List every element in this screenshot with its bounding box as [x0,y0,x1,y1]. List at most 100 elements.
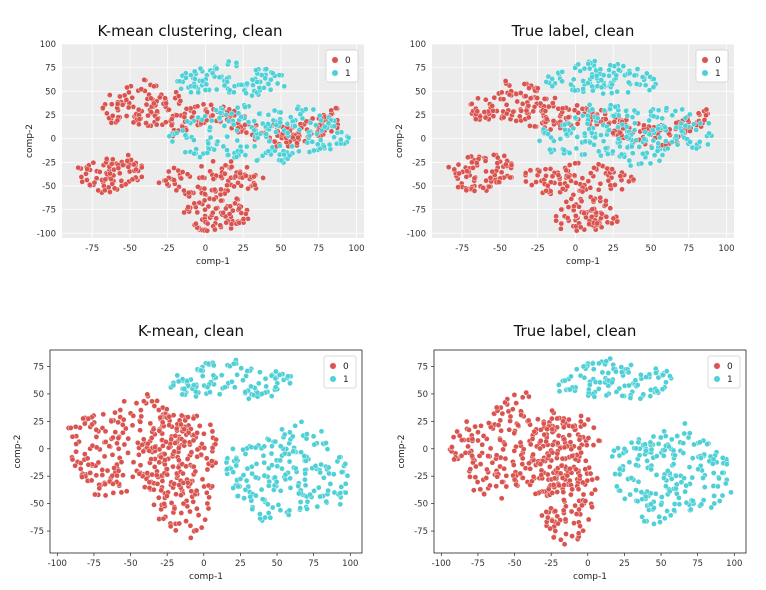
data-point [556,382,562,388]
data-point [539,512,545,519]
data-point [233,462,239,469]
data-point [598,210,605,217]
data-point [134,440,141,446]
data-point [588,213,595,220]
data-point [173,112,180,119]
data-point [572,65,578,71]
data-point [503,472,510,479]
data-point [595,186,602,193]
data-point [330,471,337,477]
data-point [245,395,252,402]
data-point [211,196,217,203]
data-point [604,151,611,157]
data-point [669,139,675,145]
data-point [190,415,197,422]
data-point [277,457,284,464]
data-point [216,74,223,81]
data-point [114,101,121,107]
data-point [537,461,544,467]
data-point [102,428,109,435]
data-point [100,105,106,111]
data-point [670,461,677,467]
data-point [566,477,573,484]
data-point [110,156,116,163]
data-point [681,430,688,437]
data-point [208,458,215,464]
scatter-plot: -100 -75 -50 -25 0 25 50 75 100 75 50 25 0 -25 -50 -75 c… [13,349,363,582]
data-point [647,439,654,446]
data-point [690,121,697,127]
data-point [201,445,208,451]
data-point [609,166,615,172]
data-point [523,178,529,185]
data-point [674,141,681,148]
data-point [478,423,484,429]
data-point [527,167,534,173]
data-point [466,427,472,433]
x-tick-label: -75 [455,244,469,254]
data-point [337,490,344,496]
data-point [318,117,325,124]
data-point [257,369,263,376]
data-point [609,220,615,227]
data-point [181,114,188,120]
data-point [676,495,682,501]
data-point [185,189,192,196]
data-point [328,128,335,135]
data-point [338,469,345,475]
data-point [148,435,155,441]
data-point [251,173,257,180]
data-point [236,220,242,226]
data-point [592,134,598,141]
data-point [109,451,116,458]
data-point [514,98,520,105]
data-point [231,384,238,390]
data-point [172,433,179,439]
data-point [615,124,621,130]
data-point [592,486,598,493]
legend-label: 0 [727,362,733,372]
data-point [253,67,259,73]
data-point [282,471,289,478]
data-point [554,489,560,495]
data-point [220,209,226,216]
data-point [281,151,287,158]
data-point [661,428,667,435]
data-point [705,120,712,127]
data-point [261,472,268,479]
data-point [310,147,317,154]
data-point [102,176,109,183]
data-point [228,158,234,165]
data-point [465,443,471,450]
data-point [646,117,652,124]
data-point [279,426,285,433]
data-point [493,452,500,458]
data-point [112,429,119,435]
data-point [501,465,507,472]
data-point [499,479,505,485]
data-point [301,453,308,459]
data-point [110,481,116,487]
data-point [613,368,619,375]
data-point [118,177,125,184]
data-point [334,129,341,136]
data-point [586,126,592,132]
data-point [530,108,536,115]
data-point [130,104,137,110]
data-point [610,215,617,222]
legend-marker [713,362,721,370]
data-point [145,112,151,119]
point-layer [445,58,715,234]
data-point [483,96,489,103]
data-point [710,470,717,476]
data-point [581,421,588,428]
data-point [618,364,625,370]
data-point [123,425,129,432]
data-point [585,416,591,423]
data-point [506,91,513,98]
data-point [682,488,688,495]
data-point [72,462,78,469]
data-point [166,106,172,113]
data-point [490,108,496,114]
legend-label: 1 [715,69,721,79]
